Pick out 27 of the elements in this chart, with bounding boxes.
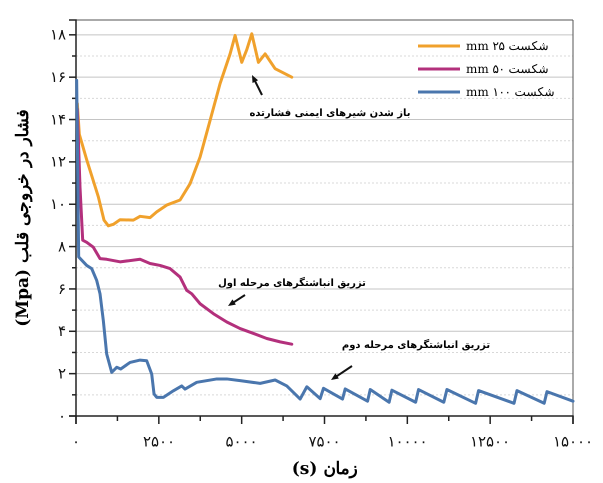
line-series [75, 78, 574, 405]
x-tick-label: ۷۵۰۰ [308, 432, 340, 450]
x-tick-label: ۰ [72, 432, 80, 450]
y-tick-label: ۱۸ [50, 26, 66, 44]
y-tick-label: ۱۰ [50, 195, 66, 214]
y-tick-label: ۱۲ [50, 152, 66, 171]
legend-label: شکست ۲۵ mm [466, 39, 548, 53]
x-tick-label: ۵۰۰۰ [226, 432, 258, 450]
x-tick-label: ۱۲۵۰۰ [470, 432, 510, 450]
x-tick-label: ۱۵۰۰۰ [553, 432, 593, 450]
annotation: تزریق انباشتگرهای مرحله اول [218, 276, 366, 289]
y-tick-label: ۰ [58, 406, 66, 425]
legend-label: شکست ۱۰۰ mm [466, 85, 554, 99]
y-tick-label: ۴ [58, 322, 66, 340]
y-tick-label: ۲ [58, 364, 66, 382]
x-tick-label: ۲۵۰۰ [142, 432, 175, 450]
y-tick-label: ۸ [58, 237, 66, 256]
legend-label: شکست ۵۰ mm [466, 62, 548, 76]
annotation: باز شدن شیرهای ایمنی فشارتده [249, 108, 411, 119]
x-axis-title: زمان (s) [292, 459, 358, 479]
y-tick-label: ۱۶ [50, 68, 66, 86]
y-tick-label: ۱۴ [50, 110, 66, 128]
y-tick-label: ۶ [58, 280, 66, 298]
line-series [76, 32, 294, 228]
y-axis-title: فشار در خروجی قلب (Mpa) [13, 109, 33, 327]
x-tick-label: ۱۰۰۰۰ [387, 432, 428, 450]
annotation: تزریق انباشتگرهای مرحله دوم [342, 338, 490, 351]
